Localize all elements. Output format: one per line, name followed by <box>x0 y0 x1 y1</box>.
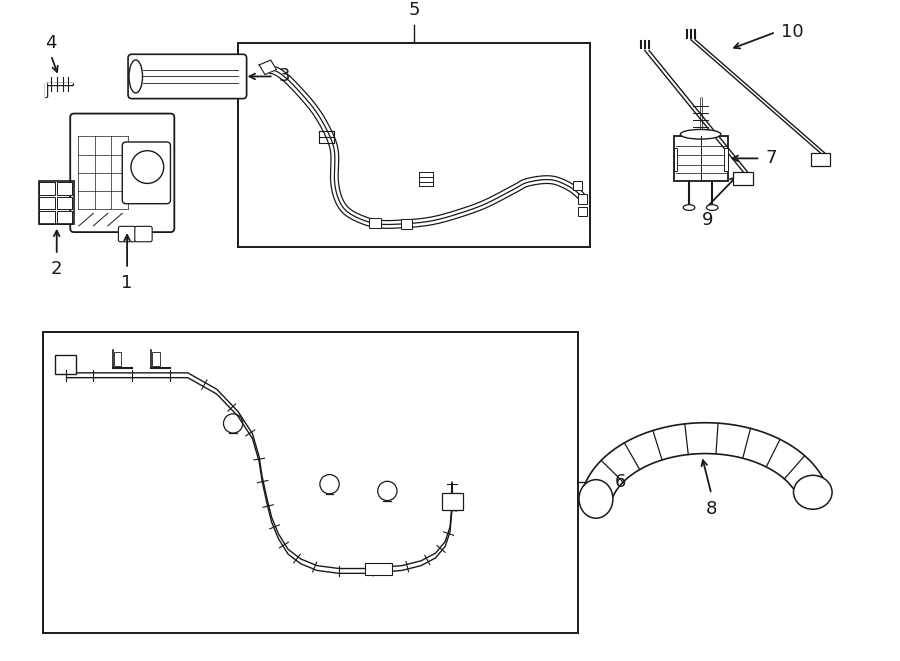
Ellipse shape <box>680 130 721 139</box>
FancyBboxPatch shape <box>673 136 727 180</box>
Bar <box>673 148 678 171</box>
Bar <box>365 563 392 575</box>
Ellipse shape <box>683 205 695 210</box>
Bar <box>238 43 590 247</box>
Bar <box>369 218 381 228</box>
FancyBboxPatch shape <box>122 142 170 204</box>
Bar <box>442 493 464 510</box>
Bar <box>573 180 582 190</box>
Text: 9: 9 <box>702 212 713 229</box>
Bar <box>57 197 72 210</box>
Text: 6: 6 <box>615 473 626 491</box>
Text: 3: 3 <box>278 67 290 85</box>
Ellipse shape <box>794 475 832 509</box>
Bar <box>578 194 587 204</box>
Bar <box>152 352 160 366</box>
Bar <box>55 355 76 374</box>
Bar <box>57 212 72 224</box>
Bar <box>811 153 830 166</box>
Bar <box>113 352 122 366</box>
Polygon shape <box>259 60 276 75</box>
Bar <box>57 182 72 195</box>
Bar <box>40 182 55 195</box>
Bar <box>40 212 55 224</box>
Ellipse shape <box>129 60 142 93</box>
Bar <box>578 207 587 216</box>
Bar <box>40 197 55 210</box>
Bar <box>400 219 412 229</box>
Bar <box>724 148 727 171</box>
Text: 2: 2 <box>51 260 62 278</box>
FancyBboxPatch shape <box>119 226 136 242</box>
FancyBboxPatch shape <box>128 54 247 98</box>
Ellipse shape <box>706 205 718 210</box>
Text: 10: 10 <box>780 23 803 41</box>
Polygon shape <box>581 423 827 503</box>
Ellipse shape <box>579 480 613 518</box>
Text: 5: 5 <box>408 1 419 19</box>
FancyBboxPatch shape <box>70 114 175 232</box>
Text: 8: 8 <box>706 500 717 518</box>
Bar <box>43 332 578 633</box>
Text: 7: 7 <box>765 149 777 167</box>
Text: 1: 1 <box>122 274 133 292</box>
Text: 4: 4 <box>45 34 57 52</box>
Bar <box>734 172 752 185</box>
Bar <box>40 180 74 224</box>
FancyBboxPatch shape <box>135 226 152 242</box>
